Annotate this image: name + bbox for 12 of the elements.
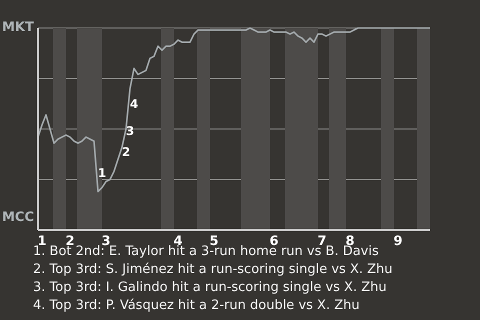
text: 3. Top 3rd: I. Galindo hit a run-scoring single vs X. Zhu (33, 279, 388, 297)
x-tick-label: 9 (393, 234, 403, 250)
annotation: 4 (130, 97, 138, 111)
text: 2. Top 3rd: S. Jiménez hit a run-scoring single vs X. Zhu (33, 261, 392, 279)
text: 4. Top 3rd: P. Vásquez hit a 2-run double vs X. Zhu (33, 297, 361, 315)
text: MCC (2, 210, 34, 225)
x-tick-label: 3 (101, 234, 111, 250)
x-tick-label: 1 (37, 234, 47, 250)
annotation: 1 (98, 166, 106, 180)
annotation: 2 (122, 145, 130, 159)
annotation: 3 (126, 124, 134, 138)
text: MKT (2, 20, 34, 35)
